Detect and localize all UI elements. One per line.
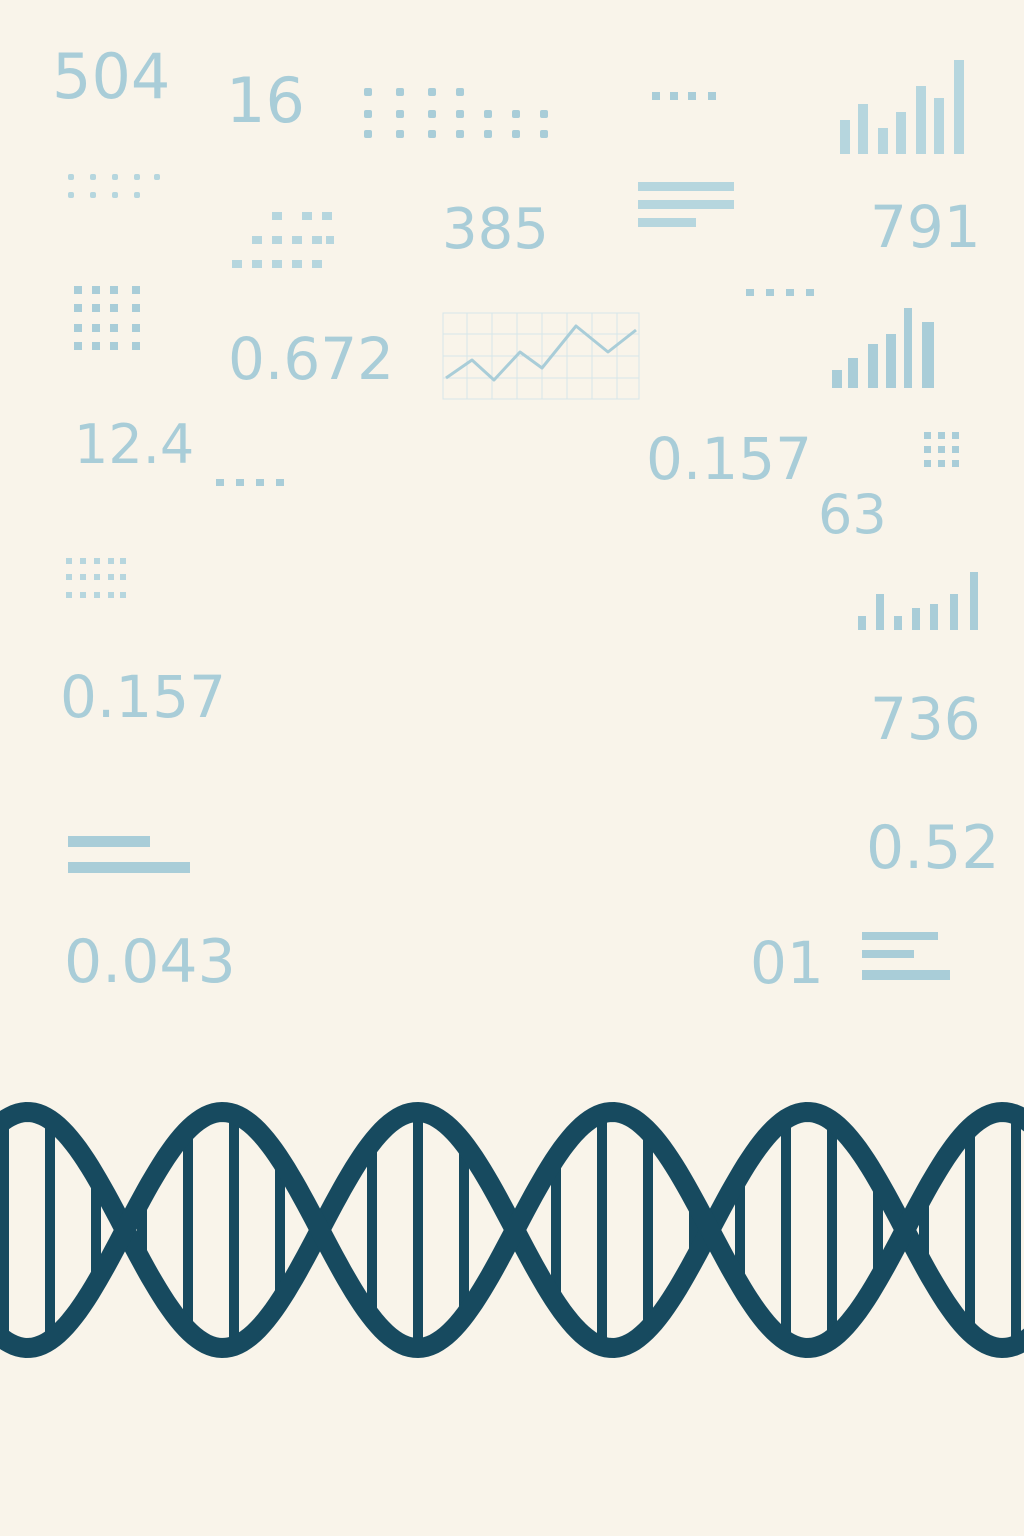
number-16: 16 (226, 64, 305, 137)
dash-row-icon (652, 90, 724, 102)
text-lines-icon-2 (68, 834, 192, 876)
bar-chart-icon-3 (856, 570, 982, 632)
number-736: 736 (870, 685, 981, 753)
line-chart-icon (442, 312, 642, 402)
number-0-672: 0.672 (228, 325, 395, 393)
bar-chart-icon-2 (830, 306, 938, 390)
dash-row-icon-3 (216, 478, 286, 488)
dot-matrix-small-icon (66, 172, 166, 202)
dot-staircase-icon (228, 208, 336, 276)
text-lines-icon-3 (862, 930, 954, 984)
number-0-157-center: 0.157 (646, 425, 813, 493)
number-63: 63 (818, 483, 887, 546)
number-791: 791 (870, 193, 981, 261)
number-504: 504 (52, 40, 171, 113)
text-lines-icon (638, 180, 736, 232)
bar-chart-icon (836, 58, 968, 156)
number-0-52: 0.52 (866, 813, 1000, 883)
number-385: 385 (442, 197, 549, 262)
number-12-4: 12.4 (74, 413, 195, 476)
number-0-157-left: 0.157 (60, 663, 227, 731)
helix-strand-b (0, 1101, 1024, 1359)
dot-grid-icon (72, 284, 146, 356)
dna-helix-icon (0, 1100, 1024, 1380)
dash-row-icon-2 (746, 288, 818, 298)
dot-matrix-icon (362, 84, 554, 142)
dot-grid-icon-2 (922, 430, 968, 474)
dot-grid-icon-3 (64, 556, 128, 604)
number-01: 01 (750, 929, 824, 997)
number-0-043: 0.043 (64, 927, 236, 997)
